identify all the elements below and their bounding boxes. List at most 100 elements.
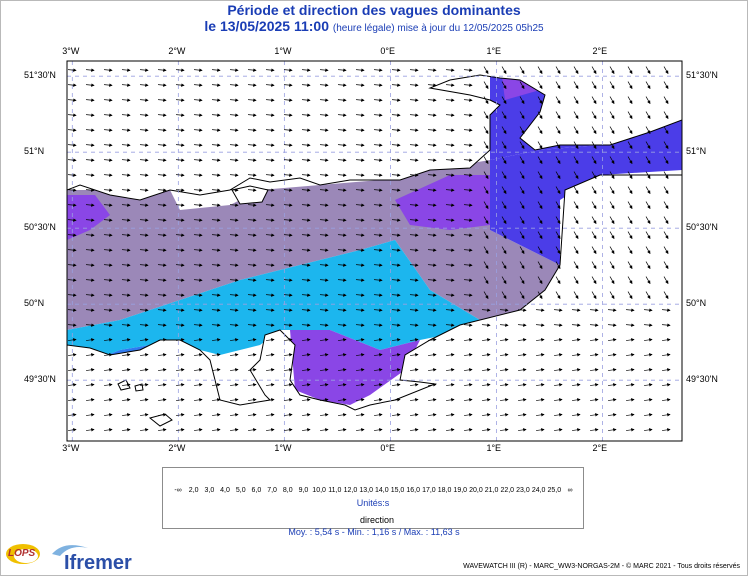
direction-arrow [103,188,113,192]
direction-arrow [193,413,203,417]
direction-arrow [537,246,543,255]
direction-arrow [573,171,579,180]
direction-arrow [139,188,149,192]
direction-arrow [427,413,437,417]
direction-arrow [555,111,561,120]
direction-arrow [501,171,507,180]
direction-arrow [211,428,221,432]
direction-arrow [355,128,365,132]
legend-tick-label: 18,0 [437,487,452,494]
direction-arrow [247,128,257,132]
direction-arrow [463,323,473,327]
direction-arrow [501,186,507,195]
direction-arrow [537,141,543,150]
date-text: le 13/05/2025 11:00 [204,18,329,34]
direction-arrow [175,413,185,417]
direction-arrow [555,186,561,195]
direction-arrow [627,186,633,195]
direction-arrow [337,428,347,432]
direction-arrow [555,141,561,150]
direction-arrow [409,338,419,342]
direction-arrow [555,216,561,225]
direction-arrow [121,323,131,327]
lon-label: 1°W [274,443,292,453]
direction-arrow [409,143,419,147]
direction-arrow [283,368,293,372]
direction-arrow [427,323,437,327]
direction-arrow [355,248,365,252]
direction-arrow [301,428,311,432]
direction-arrow [661,338,671,342]
direction-arrow [427,383,437,387]
direction-arrow [319,113,329,117]
direction-arrow [85,383,95,387]
direction-arrow [501,291,507,300]
direction-arrow [591,96,597,105]
direction-arrow [247,398,257,402]
direction-arrow [301,113,311,117]
direction-arrow [499,353,509,357]
direction-arrow [265,263,275,267]
direction-arrow [67,233,77,237]
direction-arrow [193,368,203,372]
direction-arrow [573,81,579,90]
direction-arrow [229,338,239,342]
direction-arrow [247,308,257,312]
direction-arrow [609,66,615,75]
direction-arrow [483,246,489,255]
direction-arrow [355,353,365,357]
direction-arrow [535,338,545,342]
direction-arrow [283,248,293,252]
legend-tick-label: 16,0 [406,487,420,494]
direction-arrow [319,353,329,357]
direction-arrow [483,201,489,210]
lon-label: 0°E [380,46,395,56]
direction-arrow [319,293,329,297]
direction-arrow [643,428,653,432]
direction-arrow [519,141,525,150]
direction-arrow [501,231,507,240]
direction-arrow [211,353,221,357]
direction-arrow [499,383,509,387]
direction-arrow [139,398,149,402]
legend-tick-label: ∞ [567,487,573,494]
direction-arrow [391,83,401,87]
direction-arrow [627,96,633,105]
direction-arrow [265,128,275,132]
direction-arrow [157,113,167,117]
direction-arrow [139,203,149,207]
direction-arrow [103,143,113,147]
direction-arrow [645,141,651,150]
direction-arrow [283,398,293,402]
direction-arrow [67,173,77,177]
direction-arrow [229,98,239,102]
direction-arrow [283,203,293,207]
direction-arrow [85,278,95,282]
direction-arrow [481,308,491,312]
direction-arrow [661,428,671,432]
direction-arrow [85,98,95,102]
direction-arrow [445,143,455,147]
direction-arrow [573,186,579,195]
direction-arrow [103,218,113,222]
direction-arrow [175,203,185,207]
direction-arrow [247,173,257,177]
direction-arrow [265,188,275,192]
direction-arrow [301,323,311,327]
direction-arrow [535,413,545,417]
direction-arrow [355,398,365,402]
direction-arrow [573,276,579,285]
direction-arrow [445,428,455,432]
legend-tick-label: 8,0 [282,487,293,494]
direction-arrow [535,368,545,372]
direction-arrow [121,368,131,372]
direction-arrow [229,83,239,87]
direction-arrow [519,216,525,225]
direction-arrow [663,171,669,180]
ifremer-logo: Ifremer [64,552,132,574]
direction-arrow [373,143,383,147]
direction-arrow [373,263,383,267]
direction-arrow [283,383,293,387]
direction-arrow [463,293,473,297]
direction-arrow [463,98,473,102]
